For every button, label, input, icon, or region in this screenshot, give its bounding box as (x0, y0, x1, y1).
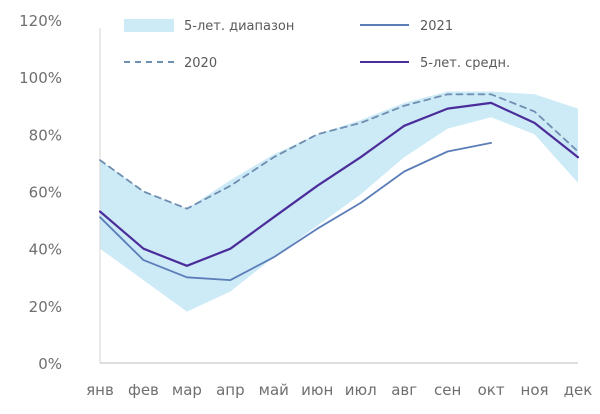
x-tick-label: апр (216, 381, 245, 399)
series-line-2021 (99, 141, 493, 282)
series-line-2020 (99, 93, 579, 210)
legend-label-2021: 2021 (420, 19, 453, 34)
y-tick-label: 80% (29, 126, 62, 144)
y-tick-label: 100% (19, 69, 62, 87)
x-tick-label: окт (478, 381, 505, 399)
x-tick-label: мар (172, 381, 202, 399)
y-tick-label: 0% (38, 355, 62, 373)
y-tick-label: 20% (29, 298, 62, 316)
legend-label-range-band: 5-лет. диапазон (184, 19, 294, 34)
x-tick-label: дек (564, 381, 593, 399)
range-band-area (100, 91, 578, 312)
x-tick-label: фев (128, 381, 159, 399)
legend-swatch-range-band (124, 19, 174, 32)
range-band-layer (100, 91, 578, 312)
y-tick-label: 40% (29, 241, 62, 259)
y-tick-label: 60% (29, 184, 62, 202)
x-tick-labels: янв фев мар апр май июн июл авг сен окт ноя дек (86, 381, 592, 399)
series-layer (98, 93, 580, 282)
legend-label-5yr-average: 5-лет. средн. (420, 56, 510, 71)
y-tick-label: 120% (19, 12, 62, 30)
x-tick-label: июл (345, 381, 377, 399)
x-tick-label: янв (86, 381, 114, 399)
x-tick-label: июн (301, 381, 333, 399)
x-tick-label: май (259, 381, 289, 399)
legend-label-2020: 2020 (184, 56, 217, 71)
x-tick-label: авг (391, 381, 417, 399)
x-tick-label: сен (434, 381, 461, 399)
y-tick-labels: 0% 20% 40% 60% 80% 100% 120% (19, 12, 62, 373)
series-line-5yr-average (98, 101, 580, 267)
legend: 5-лет. диапазон 2021 2020 5-лет. средн. (124, 19, 510, 71)
x-tick-label: ноя (521, 381, 549, 399)
